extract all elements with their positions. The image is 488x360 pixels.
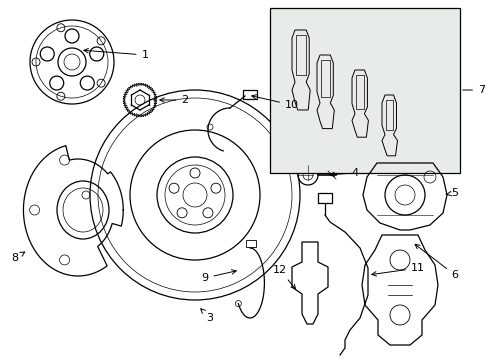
Text: 1: 1: [83, 49, 148, 60]
Text: 8: 8: [11, 252, 25, 263]
Bar: [245, 240, 256, 247]
Text: 3: 3: [201, 309, 213, 323]
Text: 12: 12: [272, 265, 295, 289]
Text: 6: 6: [414, 244, 458, 280]
Text: 10: 10: [251, 95, 298, 110]
Bar: [385, 100, 393, 130]
Text: 5: 5: [445, 188, 458, 198]
Bar: [243, 90, 257, 99]
Bar: [295, 35, 305, 75]
Text: 2: 2: [160, 95, 188, 105]
Bar: [320, 60, 329, 97]
Bar: [317, 193, 331, 203]
Text: 9: 9: [201, 270, 236, 283]
Text: 11: 11: [371, 263, 424, 276]
Bar: [355, 75, 364, 109]
Text: 4: 4: [329, 168, 358, 178]
Text: 7: 7: [462, 85, 484, 95]
Bar: [269, 8, 459, 173]
